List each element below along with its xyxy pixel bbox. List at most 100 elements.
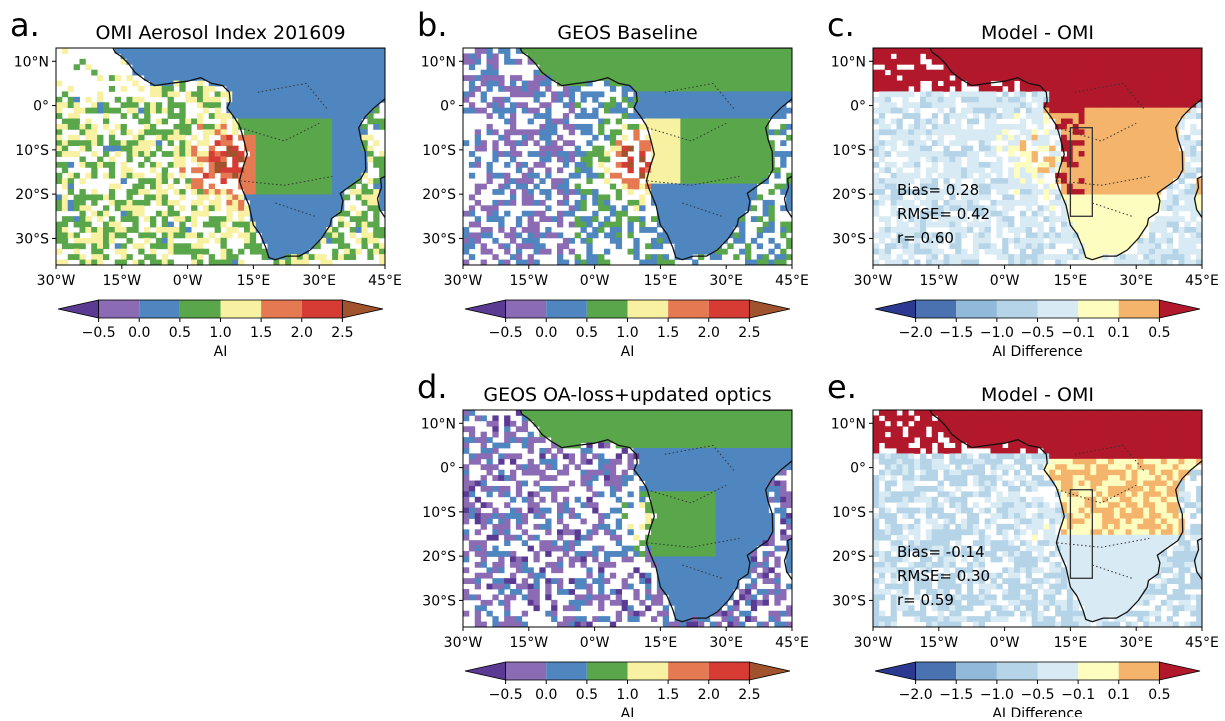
map-cell: [1002, 243, 1008, 249]
map-cell: [168, 211, 174, 217]
map-cell: [315, 157, 321, 163]
map-cell: [633, 249, 639, 255]
map-cell: [56, 162, 62, 168]
map-cell: [1096, 173, 1102, 179]
map-cell: [967, 227, 973, 233]
map-cell: [522, 189, 528, 195]
map-cell: [1026, 238, 1032, 244]
map-cell: [1079, 48, 1085, 54]
map-cell: [610, 173, 616, 179]
map-cell: [563, 124, 569, 130]
map-cell: [191, 249, 197, 255]
map-cell: [303, 157, 309, 163]
map-cell: [716, 184, 722, 190]
map-cell: [985, 227, 991, 233]
map-cell: [285, 48, 291, 54]
map-cell: [710, 254, 716, 260]
map-cell: [757, 140, 763, 146]
map-cell: [291, 222, 297, 228]
map-cell: [891, 200, 897, 206]
map-cell: [563, 157, 569, 163]
map-cell: [780, 124, 786, 130]
map-cell: [1143, 129, 1149, 135]
map-cell: [1014, 59, 1020, 65]
map-cell: [996, 200, 1002, 206]
map-cell: [961, 151, 967, 157]
map-cell: [320, 178, 326, 184]
map-cell: [979, 97, 985, 103]
map-cell: [103, 151, 109, 157]
map-cell: [1085, 189, 1091, 195]
map-cell: [733, 211, 739, 217]
map-cell: [657, 173, 663, 179]
map-cell: [1026, 70, 1032, 76]
map-cell: [168, 86, 174, 92]
map-cell: [944, 86, 950, 92]
map-cell: [68, 178, 74, 184]
map-cell: [657, 157, 663, 163]
map-cell: [326, 81, 332, 87]
map-cell: [996, 64, 1002, 70]
map-cell: [545, 151, 551, 157]
map-cell: [944, 124, 950, 130]
map-cell: [733, 53, 739, 59]
map-cell: [908, 140, 914, 146]
map-cell: [268, 194, 274, 200]
map-cell: [1161, 140, 1167, 146]
map-cell: [675, 151, 681, 157]
map-cell: [979, 162, 985, 168]
map-cell: [686, 86, 692, 92]
map-cell: [285, 146, 291, 152]
map-cell: [996, 86, 1002, 92]
map-cell: [522, 129, 528, 135]
map-cell: [1038, 70, 1044, 76]
map-cell: [610, 211, 616, 217]
map-cell: [62, 151, 68, 157]
map-cell: [680, 205, 686, 211]
map-cell: [769, 129, 775, 135]
map-cell: [914, 162, 920, 168]
map-cell: [373, 75, 379, 81]
map-cell: [610, 70, 616, 76]
map-cell: [273, 70, 279, 76]
map-cell: [739, 227, 745, 233]
map-cell: [914, 48, 920, 54]
map-cell: [144, 59, 150, 65]
map-cell: [1014, 102, 1020, 108]
map-cell: [944, 97, 950, 103]
map-cell: [1126, 102, 1132, 108]
map-cell: [967, 48, 973, 54]
map-cell: [586, 178, 592, 184]
map-cell: [56, 222, 62, 228]
map-cell: [350, 167, 356, 173]
map-cell: [85, 194, 91, 200]
map-cell: [492, 129, 498, 135]
map-cell: [221, 243, 227, 249]
map-cell: [786, 59, 792, 65]
map-cell: [1143, 194, 1149, 200]
map-cell: [1120, 59, 1126, 65]
map-cell: [481, 232, 487, 238]
map-cell: [367, 102, 373, 108]
map-cell: [897, 81, 903, 87]
map-cell: [733, 102, 739, 108]
map-cell: [979, 91, 985, 97]
map-cell: [897, 135, 903, 141]
map-cell: [244, 189, 250, 195]
map-cell: [686, 146, 692, 152]
map-cell: [698, 222, 704, 228]
map-cell: [698, 70, 704, 76]
map-cell: [1126, 129, 1132, 135]
map-cell: [1073, 216, 1079, 222]
map-cell: [545, 70, 551, 76]
map-cell: [1014, 162, 1020, 168]
map-cell: [309, 146, 315, 152]
map-cell: [209, 157, 215, 163]
map-cell: [1085, 216, 1091, 222]
map-cell: [320, 91, 326, 97]
map-cell: [203, 64, 209, 70]
map-cell: [273, 222, 279, 228]
map-cell: [698, 59, 704, 65]
map-cell: [350, 70, 356, 76]
map-cell: [1043, 254, 1049, 260]
